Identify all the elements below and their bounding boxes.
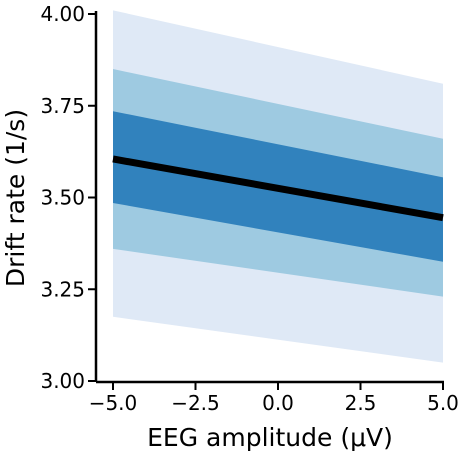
y-tick-label: 3.75 — [40, 94, 85, 118]
y-ticks: 3.00 3.25 3.50 3.75 4.00 — [40, 2, 96, 393]
y-tick-label: 4.00 — [40, 2, 85, 26]
x-ticks: −5.0 −2.5 0.0 2.5 5.0 — [89, 382, 459, 415]
y-tick-label: 3.50 — [40, 186, 85, 210]
x-tick-label: 2.5 — [345, 391, 377, 415]
y-tick-label: 3.25 — [40, 277, 85, 301]
y-tick-label: 3.00 — [40, 369, 85, 393]
x-tick-label: −5.0 — [89, 391, 138, 415]
x-tick-label: 5.0 — [427, 391, 459, 415]
x-axis-label: EEG amplitude (μV) — [147, 423, 393, 452]
x-tick-label: −2.5 — [171, 391, 220, 415]
x-tick-label: 0.0 — [262, 391, 294, 415]
y-axis-label: Drift rate (1/s) — [1, 109, 30, 287]
mean-line — [112, 155, 444, 222]
